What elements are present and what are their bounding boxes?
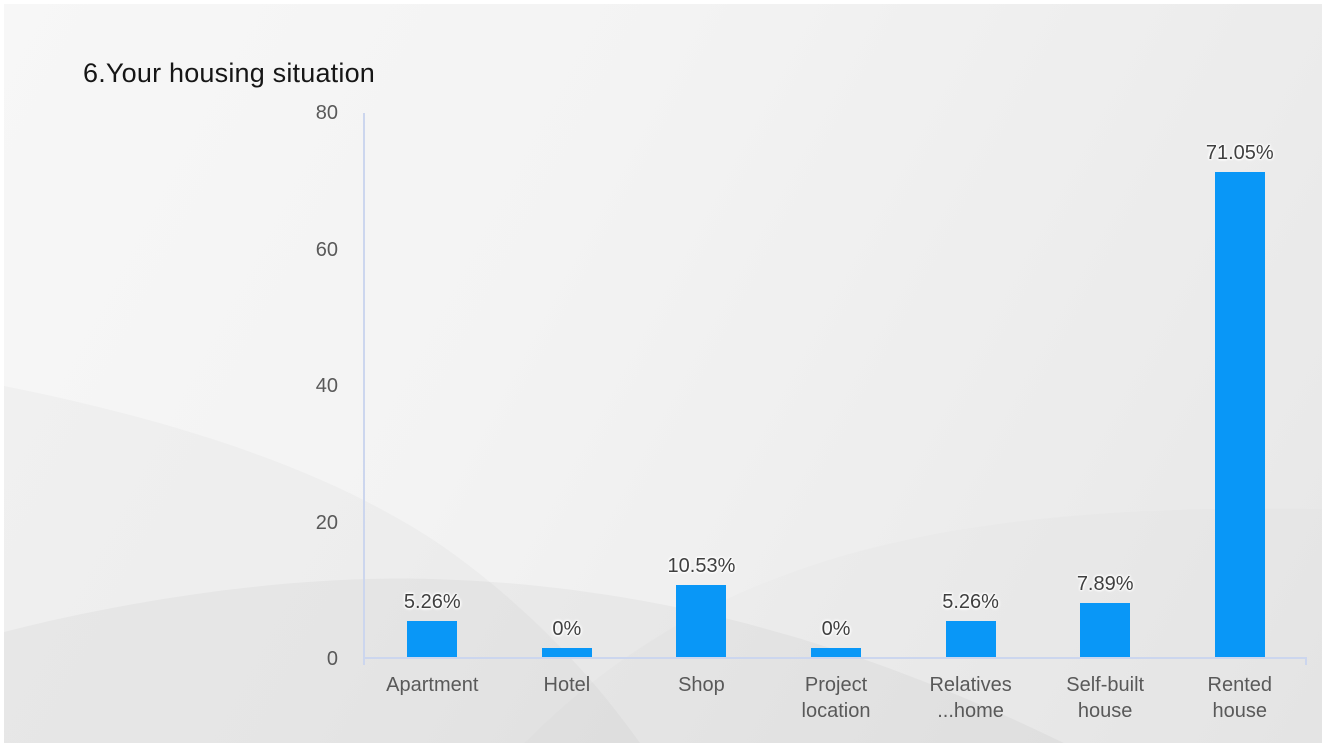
bar-value-label: 5.26% — [403, 591, 461, 613]
bar — [407, 621, 458, 657]
bar-slot: 5.26% Apartment — [365, 113, 500, 696]
y-tick-label: 0 — [326, 648, 338, 670]
y-tick-label: 20 — [315, 511, 338, 534]
bar-slot: 5.26% Relatives ...home — [903, 113, 1038, 722]
bar — [541, 648, 592, 657]
chart-title: 6.Your housing situation — [83, 58, 376, 88]
category-label: Self-built house — [1066, 674, 1145, 722]
bar-slot: 7.89% Self-built house — [1038, 113, 1173, 722]
bar — [945, 621, 996, 657]
bar-value-label: 10.53% — [667, 555, 736, 577]
category-label: Project location — [801, 674, 871, 722]
bar-value-label: 0% — [552, 618, 582, 640]
category-label: Shop — [678, 674, 725, 696]
bars-container: 5.26% Apartment 0% Hotel 10.53% Shop 0% Project… — [365, 113, 1307, 722]
bar-value-label: 7.89% — [1076, 573, 1134, 595]
category-label: Relatives ...home — [929, 674, 1012, 722]
bar-value-label: 71.05% — [1205, 142, 1274, 164]
bar-value-label: 5.26% — [942, 591, 999, 613]
category-label: Apartment — [386, 674, 479, 696]
y-tick-label: 40 — [315, 375, 338, 397]
y-tick-label: 60 — [315, 238, 338, 261]
bar-slot: 0% Hotel — [500, 113, 635, 696]
bar — [811, 648, 862, 657]
bar — [1080, 603, 1131, 657]
bar — [1214, 172, 1265, 657]
x-axis-end-tick — [1305, 657, 1307, 665]
plot-area: 5.26% Apartment 0% Hotel 10.53% Shop 0% Project… — [363, 113, 1307, 722]
y-axis-labels: 0 20 40 60 80 — [285, 102, 338, 670]
bar-slot: 10.53% Shop — [634, 113, 769, 696]
bar-slot: 71.05% Rented house — [1172, 113, 1307, 722]
category-label: Rented house — [1207, 674, 1273, 722]
bar-slot: 0% Project location — [769, 113, 904, 722]
bar — [676, 585, 727, 657]
y-tick-label: 80 — [315, 102, 338, 124]
category-label: Hotel — [543, 674, 591, 696]
bar-value-label: 0% — [821, 618, 851, 640]
x-axis-start-tick — [363, 657, 365, 665]
